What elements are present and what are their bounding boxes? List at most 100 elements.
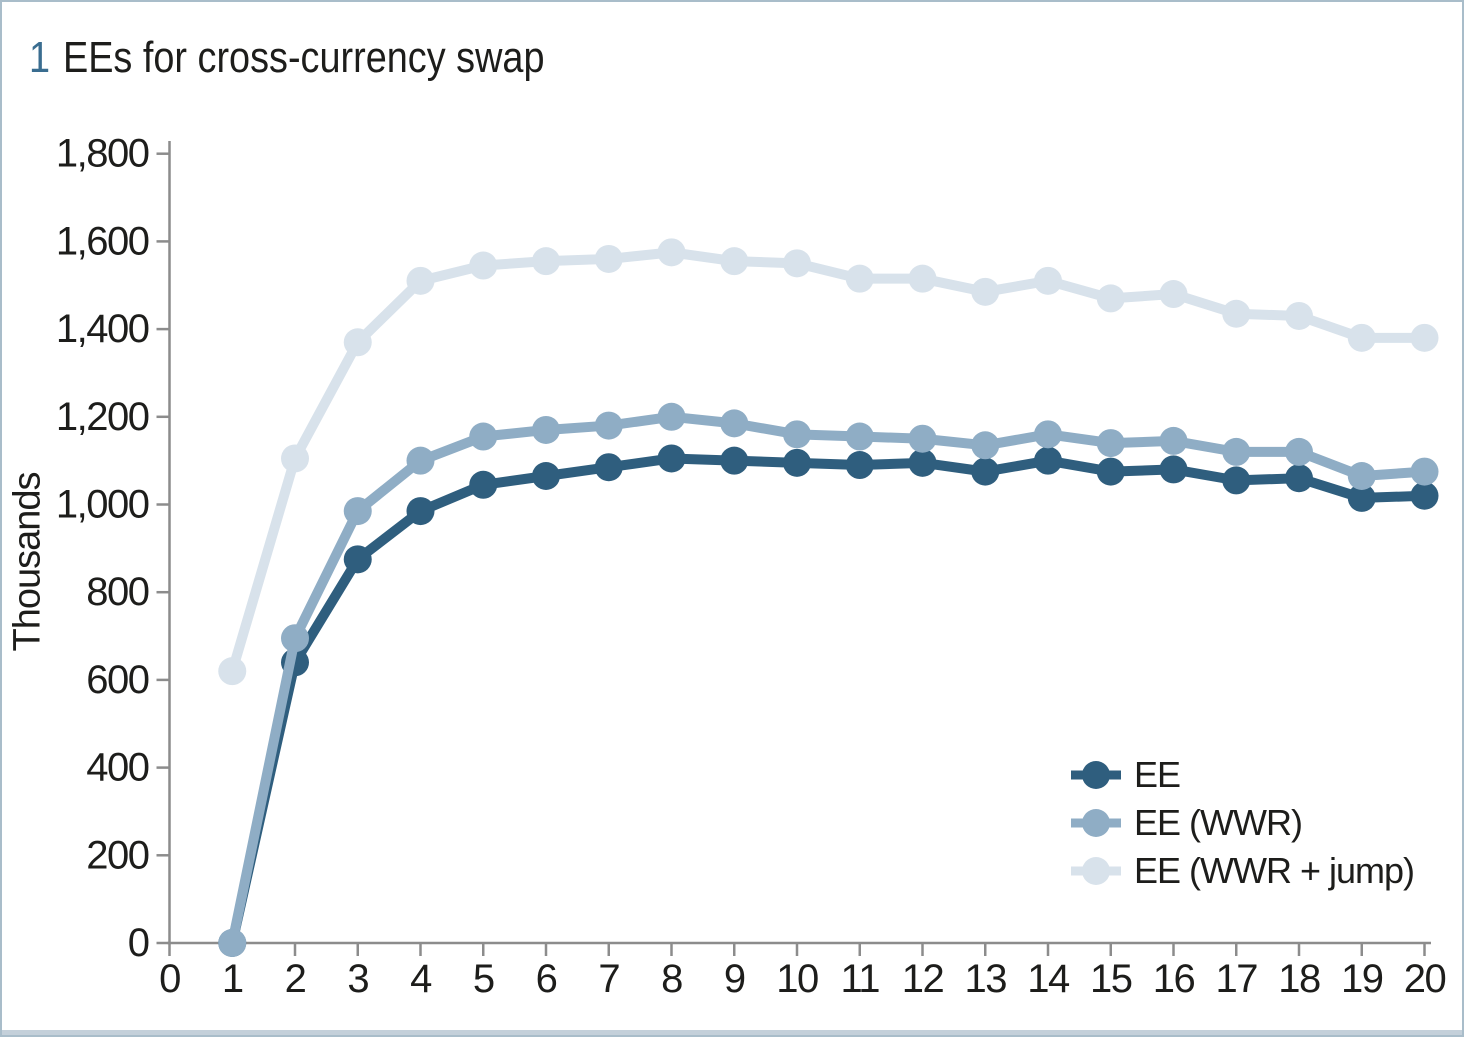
y-tick-label: 1,600 [56,219,149,263]
data-point-marker [1159,280,1188,309]
x-tick-label: 13 [965,957,1007,1001]
x-tick-label: 7 [598,957,619,1001]
data-point-marker [594,244,623,273]
legend-item-ee-wwr: EE (WWR) [1070,799,1414,847]
data-point-marker [469,251,498,280]
data-point-marker [1347,461,1376,490]
data-point-marker [971,431,1000,460]
data-point-marker [971,277,1000,306]
data-point-marker [1096,429,1125,458]
y-tick-label: 0 [128,921,149,965]
x-tick-label: 1 [222,957,243,1001]
data-point-marker [1096,284,1125,313]
data-point-marker [594,411,623,440]
data-point-marker [720,247,749,276]
data-point-marker [532,247,560,276]
data-point-marker [971,457,1000,486]
data-point-marker [281,444,309,473]
data-point-marker [720,446,749,475]
data-point-marker [1034,420,1062,449]
chart-title-text: EEs for cross-currency swap [62,33,545,82]
y-tick-label: 1,000 [56,483,149,527]
x-tick-label: 0 [159,957,180,1001]
data-point-marker [1034,266,1062,295]
legend-marker-ee-wwr-jump-icon [1071,857,1121,885]
data-point-marker [720,409,749,438]
x-tick-label: 17 [1216,957,1258,1001]
data-point-marker [657,444,686,473]
x-tick-label: 19 [1341,957,1383,1001]
legend-item-ee-wwr-jump: EE (WWR + jump) [1070,847,1415,895]
data-point-marker [1285,437,1313,466]
x-tick-label: 18 [1278,957,1320,1001]
data-point-marker [406,446,435,475]
data-point-marker [343,497,372,526]
data-point-marker [908,424,937,453]
x-tick-label: 2 [285,957,306,1001]
data-point-marker [281,624,309,653]
legend-item-ee: EE [1070,751,1414,799]
legend-marker-ee-wwr-icon [1071,809,1121,837]
data-point-marker [783,420,811,449]
data-point-marker [1347,323,1376,352]
data-point-marker [594,453,623,482]
x-tick-label: 8 [661,957,682,1001]
data-point-marker [845,264,874,293]
data-point-marker [1222,437,1251,466]
data-point-marker [908,264,937,293]
y-tick-label: 800 [86,570,148,614]
x-tick-label: 16 [1153,957,1195,1001]
data-point-marker [1034,446,1062,475]
data-point-marker [1347,483,1376,512]
data-point-marker [783,249,811,278]
y-tick-label: 400 [86,746,148,790]
x-tick-label: 14 [1027,957,1070,1001]
x-tick-label: 10 [776,957,818,1001]
y-tick-label: 1,800 [56,132,149,176]
bottom-accent-bar [2,1030,1462,1035]
data-point-marker [657,402,686,431]
x-tick-label: 11 [840,957,879,1001]
legend-label-ee-wwr: EE (WWR) [1134,802,1303,843]
data-point-marker [1222,299,1251,328]
x-tick-label: 4 [410,957,432,1001]
data-point-marker [908,448,937,477]
legend: EE EE (WWR) EE (WWR + jump) [1070,751,1415,895]
data-point-marker [1096,457,1125,486]
legend-label-ee: EE [1134,754,1181,795]
data-point-marker [532,461,560,490]
x-tick-label: 9 [724,957,745,1001]
data-point-marker [845,422,874,451]
data-point-marker [657,238,686,267]
data-point-marker [1159,455,1188,484]
data-point-marker [1410,457,1439,486]
data-point-marker [343,545,372,574]
data-point-marker [218,657,247,686]
data-point-marker [343,328,372,357]
x-tick-label: 12 [902,957,944,1001]
x-tick-label: 15 [1090,957,1132,1001]
data-point-marker [218,929,247,957]
data-point-marker [469,470,498,499]
data-point-marker [845,451,874,480]
data-point-marker [1285,464,1313,493]
data-point-marker [1410,323,1439,352]
data-point-marker [1285,301,1313,330]
data-point-marker [1410,481,1439,510]
legend-marker-ee-icon [1071,761,1121,789]
y-tick-label: 1,400 [56,307,149,351]
data-point-marker [469,422,498,451]
data-point-marker [406,266,435,295]
data-point-marker [1159,426,1188,455]
y-tick-label: 200 [86,833,148,877]
data-point-marker [1222,466,1251,495]
x-tick-label: 20 [1404,957,1446,1001]
y-tick-label: 1,200 [56,395,149,439]
x-tick-label: 3 [347,957,368,1001]
x-tick-label: 6 [536,957,557,1001]
data-point-marker [532,415,560,444]
y-tick-label: 600 [86,658,148,702]
legend-label-ee-wwr-jump: EE (WWR + jump) [1134,850,1415,891]
